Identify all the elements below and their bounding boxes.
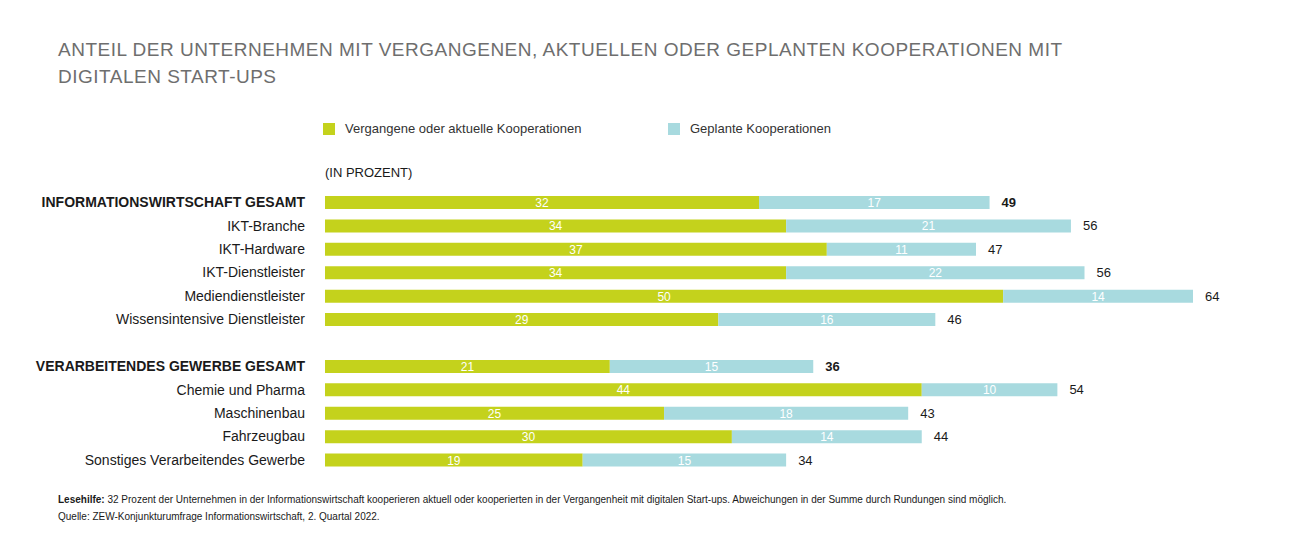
svg-text:15: 15	[678, 454, 692, 468]
svg-text:25: 25	[488, 407, 502, 421]
svg-text:22: 22	[929, 266, 943, 280]
svg-text:29: 29	[515, 313, 529, 327]
html-text:(IN PROZENT): (IN PROZENT)	[325, 165, 413, 180]
svg-text:44: 44	[934, 429, 948, 444]
svg-text:IKT-Hardware: IKT-Hardware	[219, 241, 306, 257]
svg-text:32: 32	[535, 196, 549, 210]
svg-text:56: 56	[1083, 218, 1097, 233]
svg-text:47: 47	[988, 242, 1002, 257]
svg-text:Wissensintensive Dienstleister: Wissensintensive Dienstleister	[116, 311, 305, 327]
svg-text:10: 10	[983, 383, 997, 397]
html-text:Lesehilfe: 32 Prozent der Unte: Lesehilfe: 32 Prozent der Unternehmen in…	[58, 494, 1007, 505]
svg-text:Sonstiges Verarbeitendes Gewer: Sonstiges Verarbeitendes Gewerbe	[85, 452, 305, 468]
svg-text:54: 54	[1069, 382, 1083, 397]
svg-text:37: 37	[569, 243, 583, 257]
svg-text:Fahrzeugbau: Fahrzeugbau	[222, 428, 305, 444]
svg-text:VERARBEITENDES GEWERBE GESAMT: VERARBEITENDES GEWERBE GESAMT	[36, 358, 306, 374]
svg-text:18: 18	[779, 407, 793, 421]
html-text:ANTEIL DER UNTERNEHMEN MIT VER: ANTEIL DER UNTERNEHMEN MIT VERGANGENEN, …	[58, 39, 1063, 87]
svg-text:43: 43	[920, 406, 934, 421]
svg-text:64: 64	[1205, 289, 1219, 304]
svg-text:34: 34	[549, 266, 563, 280]
svg-text:21: 21	[922, 219, 936, 233]
html-text:Vergangene oder aktuelle Koope: Vergangene oder aktuelle Kooperationen	[345, 121, 582, 136]
svg-text:50: 50	[657, 290, 671, 304]
svg-text:30: 30	[522, 430, 536, 444]
svg-text:IKT-Dienstleister: IKT-Dienstleister	[202, 264, 305, 280]
svg-text:17: 17	[868, 196, 882, 210]
svg-text:IKT-Branche: IKT-Branche	[227, 218, 305, 234]
svg-text:Maschinenbau: Maschinenbau	[214, 405, 305, 421]
html-text:Geplante Kooperationen: Geplante Kooperationen	[690, 121, 831, 136]
svg-text:Mediendienstleister: Mediendienstleister	[184, 288, 305, 304]
svg-text:14: 14	[820, 430, 834, 444]
svg-text:56: 56	[1097, 265, 1111, 280]
svg-text:19: 19	[447, 454, 461, 468]
svg-text:21: 21	[461, 360, 475, 374]
svg-text:INFORMATIONSWIRTSCHAFT GESAMT: INFORMATIONSWIRTSCHAFT GESAMT	[42, 194, 306, 210]
svg-text:49: 49	[1002, 195, 1016, 210]
svg-text:46: 46	[947, 312, 961, 327]
html-text:Quelle: ZEW-Konjunkturumfrage: Quelle: ZEW-Konjunkturumfrage Informatio…	[58, 511, 380, 522]
svg-text:15: 15	[705, 360, 719, 374]
svg-text:34: 34	[549, 219, 563, 233]
svg-text:34: 34	[798, 453, 812, 468]
svg-text:14: 14	[1091, 290, 1105, 304]
svg-text:Chemie und Pharma: Chemie und Pharma	[177, 382, 306, 398]
svg-text:36: 36	[825, 359, 839, 374]
svg-text:11: 11	[895, 243, 908, 257]
svg-text:16: 16	[820, 313, 834, 327]
svg-text:44: 44	[617, 383, 631, 397]
